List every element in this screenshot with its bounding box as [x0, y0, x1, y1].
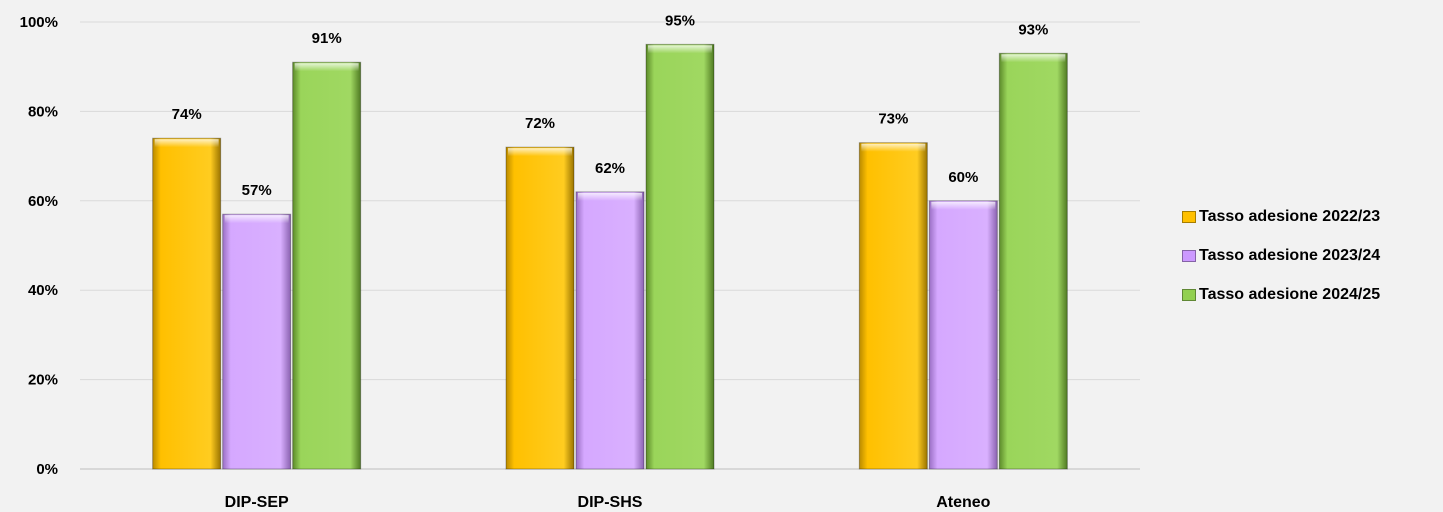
bar	[222, 213, 292, 470]
bar-highlight	[648, 45, 712, 54]
y-tick-label: 40%	[28, 282, 58, 299]
y-tick-label: 0%	[36, 461, 58, 478]
data-label: 72%	[525, 115, 555, 132]
bars	[152, 43, 1068, 470]
legend-swatch-2024-25	[1182, 289, 1196, 301]
data-label: 74%	[172, 106, 202, 123]
data-label: 93%	[1018, 21, 1048, 38]
legend-item-2022-23: Tasso adesione 2022/23	[1182, 208, 1380, 226]
bar	[928, 200, 998, 470]
bar-highlight	[578, 192, 642, 201]
bar-highlight	[508, 148, 572, 157]
bar-body	[858, 142, 928, 470]
data-label: 57%	[242, 182, 272, 199]
bar	[505, 146, 575, 470]
bar-highlight	[224, 215, 289, 224]
x-axis: DIP-SEP DIP-SHS Ateneo	[225, 494, 991, 511]
data-label: 73%	[878, 111, 908, 128]
bar	[152, 137, 222, 470]
legend-label-2024-25: Tasso adesione 2024/25	[1199, 286, 1381, 303]
y-tick-label: 100%	[20, 14, 58, 31]
bar-body	[152, 137, 222, 470]
bar-body	[645, 43, 715, 470]
bar	[998, 52, 1068, 470]
legend-label-2022-23: Tasso adesione 2022/23	[1199, 208, 1381, 225]
legend-item-2023-24: Tasso adesione 2023/24	[1182, 247, 1380, 265]
y-tick-label: 60%	[28, 193, 58, 210]
bar-body	[292, 61, 362, 470]
data-label: 60%	[948, 169, 978, 186]
legend: Tasso adesione 2022/23 Tasso adesione 20…	[1182, 208, 1380, 325]
category-label: Ateneo	[936, 494, 990, 511]
bar-highlight	[154, 139, 219, 148]
bar	[292, 61, 362, 470]
data-label: 62%	[595, 160, 625, 177]
bar-body	[505, 146, 575, 470]
category-label: DIP-SHS	[578, 494, 643, 511]
legend-swatch-2022-23	[1182, 211, 1196, 223]
legend-swatch-2023-24	[1182, 250, 1196, 262]
bar	[575, 191, 645, 470]
data-label: 91%	[312, 30, 342, 47]
legend-item-2024-25: Tasso adesione 2024/25	[1182, 286, 1380, 304]
data-label: 95%	[665, 12, 695, 29]
bar-highlight	[931, 201, 996, 210]
data-labels: 74% 57% 91% 72% 62% 95% 73% 60% 93%	[172, 12, 1049, 199]
legend-label-2023-24: Tasso adesione 2023/24	[1199, 247, 1381, 264]
y-axis: 0% 20% 40% 60% 80% 100%	[20, 14, 58, 478]
bar-body	[928, 200, 998, 470]
y-tick-label: 80%	[28, 103, 58, 120]
bar	[645, 43, 715, 470]
y-tick-label: 20%	[28, 372, 58, 389]
bar-highlight	[861, 143, 926, 152]
category-label: DIP-SEP	[225, 494, 289, 511]
bar-highlight	[1001, 54, 1066, 63]
bar-body	[222, 213, 292, 470]
bar-body	[998, 52, 1068, 470]
bar	[858, 142, 928, 470]
bar-body	[575, 191, 645, 470]
bar-highlight	[294, 63, 359, 72]
